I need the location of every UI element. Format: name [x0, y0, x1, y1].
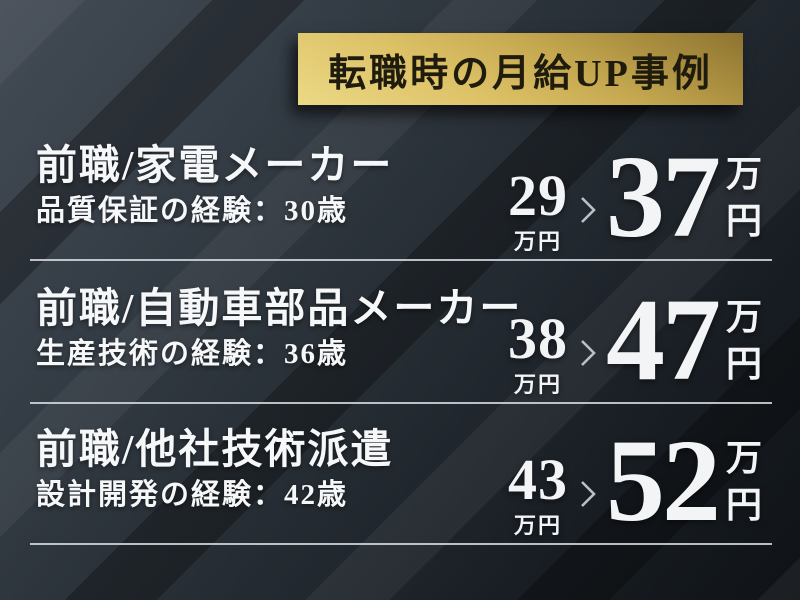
salary-after-value: 47 [605, 274, 721, 406]
salary-after-unit: 万 円 [726, 299, 762, 382]
unit-man: 万 [725, 438, 762, 478]
salary-before-unit: 万円 [513, 371, 562, 397]
salary-before-value: 43 [507, 447, 568, 513]
previous-job-label: 前職/家電メーカー [36, 142, 394, 188]
salary-comparison: 38 万円 47 万 円 [508, 279, 762, 402]
arrow-right-icon [579, 338, 597, 368]
salary-before: 29 万円 [507, 163, 568, 255]
salary-after-value: 52 [605, 415, 721, 547]
salary-after: 47 万 円 [605, 274, 762, 406]
case-row-1: 前職/家電メーカー 品質保証の経験：30歳 29 万円 37 万 円 [30, 136, 772, 261]
salary-before: 43 万円 [507, 447, 568, 539]
salary-before-value: 38 [507, 306, 568, 372]
salary-after: 52 万 円 [605, 415, 762, 547]
title-banner: 転職時の月給UP事例 [298, 33, 743, 105]
salary-after-unit: 万 円 [726, 156, 762, 239]
unit-en: 円 [725, 485, 762, 525]
salary-before-unit: 万円 [513, 228, 562, 254]
unit-en: 円 [725, 344, 762, 384]
unit-man: 万 [725, 297, 762, 337]
case-info: 前職/他社技術派遣 設計開発の経験：42歳 [36, 426, 393, 512]
salary-after-value: 37 [605, 131, 721, 263]
page-title: 転職時の月給UP事例 [328, 52, 713, 95]
experience-age-label: 生産技術の経験：36歳 [36, 338, 349, 371]
salary-after-unit: 万 円 [726, 440, 762, 523]
arrow-right-icon [579, 479, 597, 509]
arrow-right-icon [579, 195, 597, 225]
case-info: 前職/自動車部品メーカー 生産技術の経験：36歳 [36, 285, 522, 371]
salary-before-value: 29 [507, 163, 568, 229]
case-row-2: 前職/自動車部品メーカー 生産技術の経験：36歳 38 万円 47 万 円 [30, 279, 772, 404]
previous-job-label: 前職/自動車部品メーカー [36, 285, 523, 331]
case-info: 前職/家電メーカー 品質保証の経験：30歳 [36, 142, 393, 228]
experience-age-label: 品質保証の経験：30歳 [36, 195, 349, 228]
previous-job-label: 前職/他社技術派遣 [36, 426, 394, 472]
salary-after: 37 万 円 [605, 131, 762, 263]
case-row-3: 前職/他社技術派遣 設計開発の経験：42歳 43 万円 52 万 円 [30, 420, 772, 545]
salary-comparison: 29 万円 37 万 円 [508, 136, 762, 259]
unit-man: 万 [725, 154, 762, 194]
unit-en: 円 [725, 201, 762, 241]
salary-before: 38 万円 [507, 306, 568, 398]
experience-age-label: 設計開発の経験：42歳 [36, 479, 349, 512]
salary-before-unit: 万円 [513, 512, 562, 538]
salary-comparison: 43 万円 52 万 円 [508, 420, 762, 543]
